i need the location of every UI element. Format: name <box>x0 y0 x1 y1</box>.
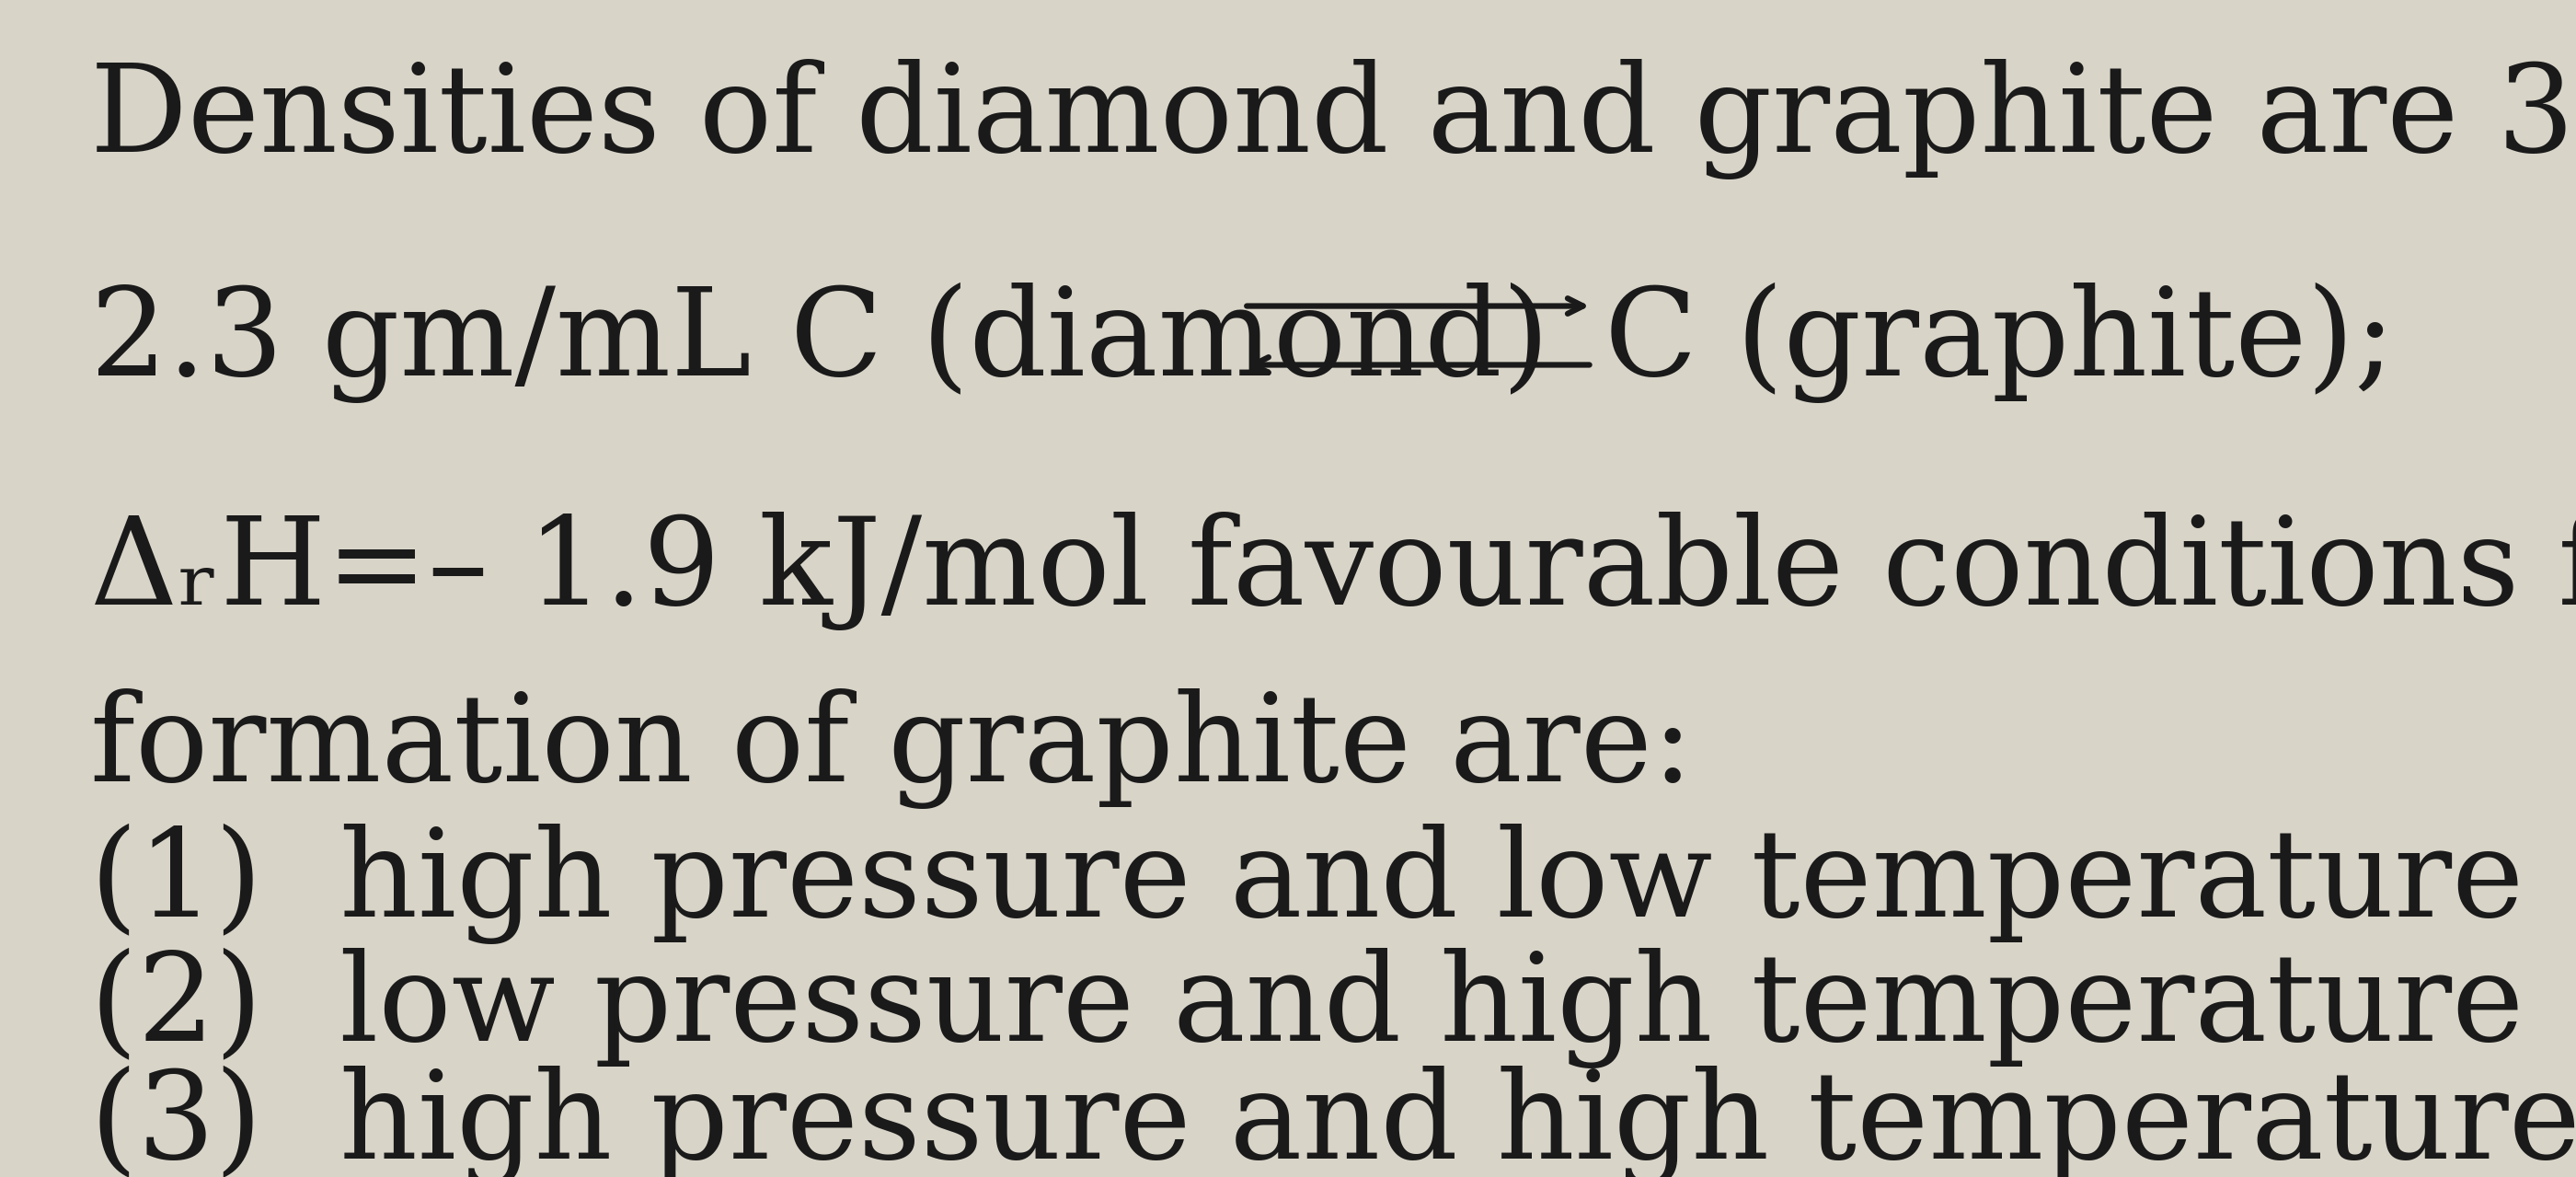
Text: Densities of diamond and graphite are 3.5 and: Densities of diamond and graphite are 3.… <box>90 59 2576 179</box>
Text: (1)  high pressure and low temperature: (1) high pressure and low temperature <box>90 824 2524 945</box>
Text: 2.3 gm/mL C (diamond): 2.3 gm/mL C (diamond) <box>90 282 1589 404</box>
Text: (3)  high pressure and high temperature: (3) high pressure and high temperature <box>90 1065 2576 1177</box>
Text: (2)  low pressure and high temperature: (2) low pressure and high temperature <box>90 947 2524 1069</box>
Text: ΔᵣH=– 1.9 kJ/mol favourable conditions for: ΔᵣH=– 1.9 kJ/mol favourable conditions f… <box>90 512 2576 631</box>
Text: formation of graphite are:: formation of graphite are: <box>90 689 1692 809</box>
Text: C (graphite);: C (graphite); <box>1605 282 2396 404</box>
